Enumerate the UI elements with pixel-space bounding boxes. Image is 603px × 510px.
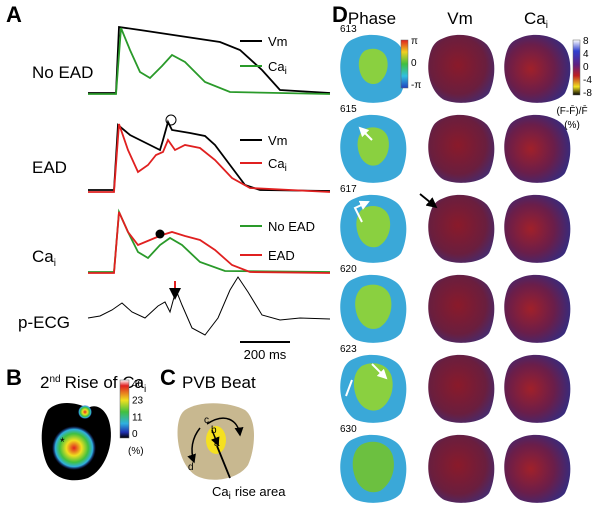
trace-ca: [88, 27, 331, 95]
time-label: 613: [340, 24, 357, 35]
colorbar-tick: -8: [583, 88, 592, 99]
column-header: Phase: [348, 9, 396, 28]
propagation-arrow: [211, 429, 220, 447]
colorbar-unit: (%): [564, 120, 580, 131]
colorbar-tick: 23: [132, 396, 144, 407]
wave-arrow: [353, 200, 370, 223]
panel-label: D: [332, 2, 348, 27]
trace-vm: [88, 119, 331, 192]
ead-marker: [165, 114, 177, 126]
ca-map: [504, 34, 571, 103]
map-row: 615: [340, 104, 571, 183]
vm-map: [428, 114, 495, 183]
legend-label: Cai: [268, 156, 287, 174]
vm-map: [428, 194, 495, 263]
phase-wavefront: [352, 441, 394, 493]
scale-bar-label: 200 ms: [244, 347, 287, 362]
black-arrow: [419, 193, 438, 209]
column-header-text: Vm: [447, 9, 473, 28]
colorbar-label: (F-F̄)/F̄: [556, 104, 587, 117]
legend-label: Vm: [268, 34, 288, 49]
time-label: 623: [340, 344, 357, 355]
column-header: Vm: [447, 9, 473, 28]
column-header-sub: i: [546, 20, 548, 31]
colorbar-tick: 4: [583, 49, 589, 60]
colorbar-tick: 40: [132, 379, 144, 390]
signal-colorbar: [572, 39, 581, 96]
map-hotspot: [78, 405, 92, 419]
vm-map: [428, 34, 495, 103]
legend-label: Cai: [268, 59, 287, 77]
legend-label: EAD: [268, 248, 295, 263]
legend-label: Vm: [268, 133, 288, 148]
time-label: 617: [340, 184, 357, 195]
colorbar-tick: π: [411, 36, 418, 47]
phase-wavefront: [356, 205, 391, 248]
vm-map: [428, 354, 495, 423]
site-label: d: [188, 462, 194, 473]
column-header: Cai: [524, 9, 548, 31]
annotation: Cai rise area: [212, 484, 286, 502]
colorbar-tick: -4: [583, 75, 592, 86]
time-label: 615: [340, 104, 357, 115]
trace-vm: [88, 25, 331, 94]
propagation-arrow: [206, 417, 244, 437]
trace-ecg: [87, 276, 331, 336]
colorbar-tick: 0: [411, 58, 417, 69]
column-header-text: Phase: [348, 9, 396, 28]
map-row: 617: [340, 184, 571, 263]
ca-map: [504, 274, 571, 343]
panel-label: A: [6, 2, 22, 27]
column-header-text: Ca: [524, 9, 546, 28]
ca-map: [504, 194, 571, 263]
trace-title: No EAD: [32, 63, 93, 82]
panel-label: C: [160, 365, 176, 390]
panel-label: B: [6, 365, 22, 390]
trace-ead: [88, 211, 331, 274]
ca-map: [504, 354, 571, 423]
time-label: 630: [340, 424, 357, 435]
panel-title: 2nd Rise of Cai: [40, 373, 146, 395]
ead-marker: [155, 229, 165, 239]
map-row: 630: [340, 424, 571, 503]
ca-map: [504, 434, 571, 503]
colorbar: [119, 379, 130, 439]
colorbar-unit: (%): [128, 446, 144, 457]
colorbar-tick: 0: [583, 62, 589, 73]
colorbar-tick: 0: [132, 429, 138, 440]
colorbar-tick: 11: [132, 412, 143, 423]
trace-title: p-ECG: [18, 313, 70, 332]
map-hotspot: [52, 426, 96, 470]
vm-map: [428, 434, 495, 503]
phase-wavefront: [355, 284, 392, 329]
colorbar-tick: -π: [411, 80, 421, 91]
propagation-arrow: [187, 427, 201, 464]
map-row: 613: [340, 24, 571, 103]
phase-wavefront: [358, 48, 388, 85]
map-marker: *: [60, 435, 65, 449]
phase-colorbar: [400, 39, 409, 89]
wave-arrow: [358, 126, 373, 141]
site-label: a: [214, 438, 220, 449]
wave-arrow: [345, 363, 386, 397]
site-label: b: [211, 425, 217, 436]
map-row: 620: [340, 264, 571, 343]
trace-title: Cai: [32, 247, 56, 269]
trace-title: EAD: [32, 158, 67, 177]
vm-map: [428, 274, 495, 343]
ca-map: [504, 114, 571, 183]
trace-ca: [88, 123, 331, 193]
panel-title: PVB Beat: [182, 373, 256, 392]
annotation-pointer: [216, 445, 231, 479]
site-label: c: [204, 415, 209, 426]
map-row: 623: [340, 344, 571, 423]
time-label: 620: [340, 264, 357, 275]
legend-label: No EAD: [268, 219, 315, 234]
colorbar-tick: 8: [583, 36, 589, 47]
